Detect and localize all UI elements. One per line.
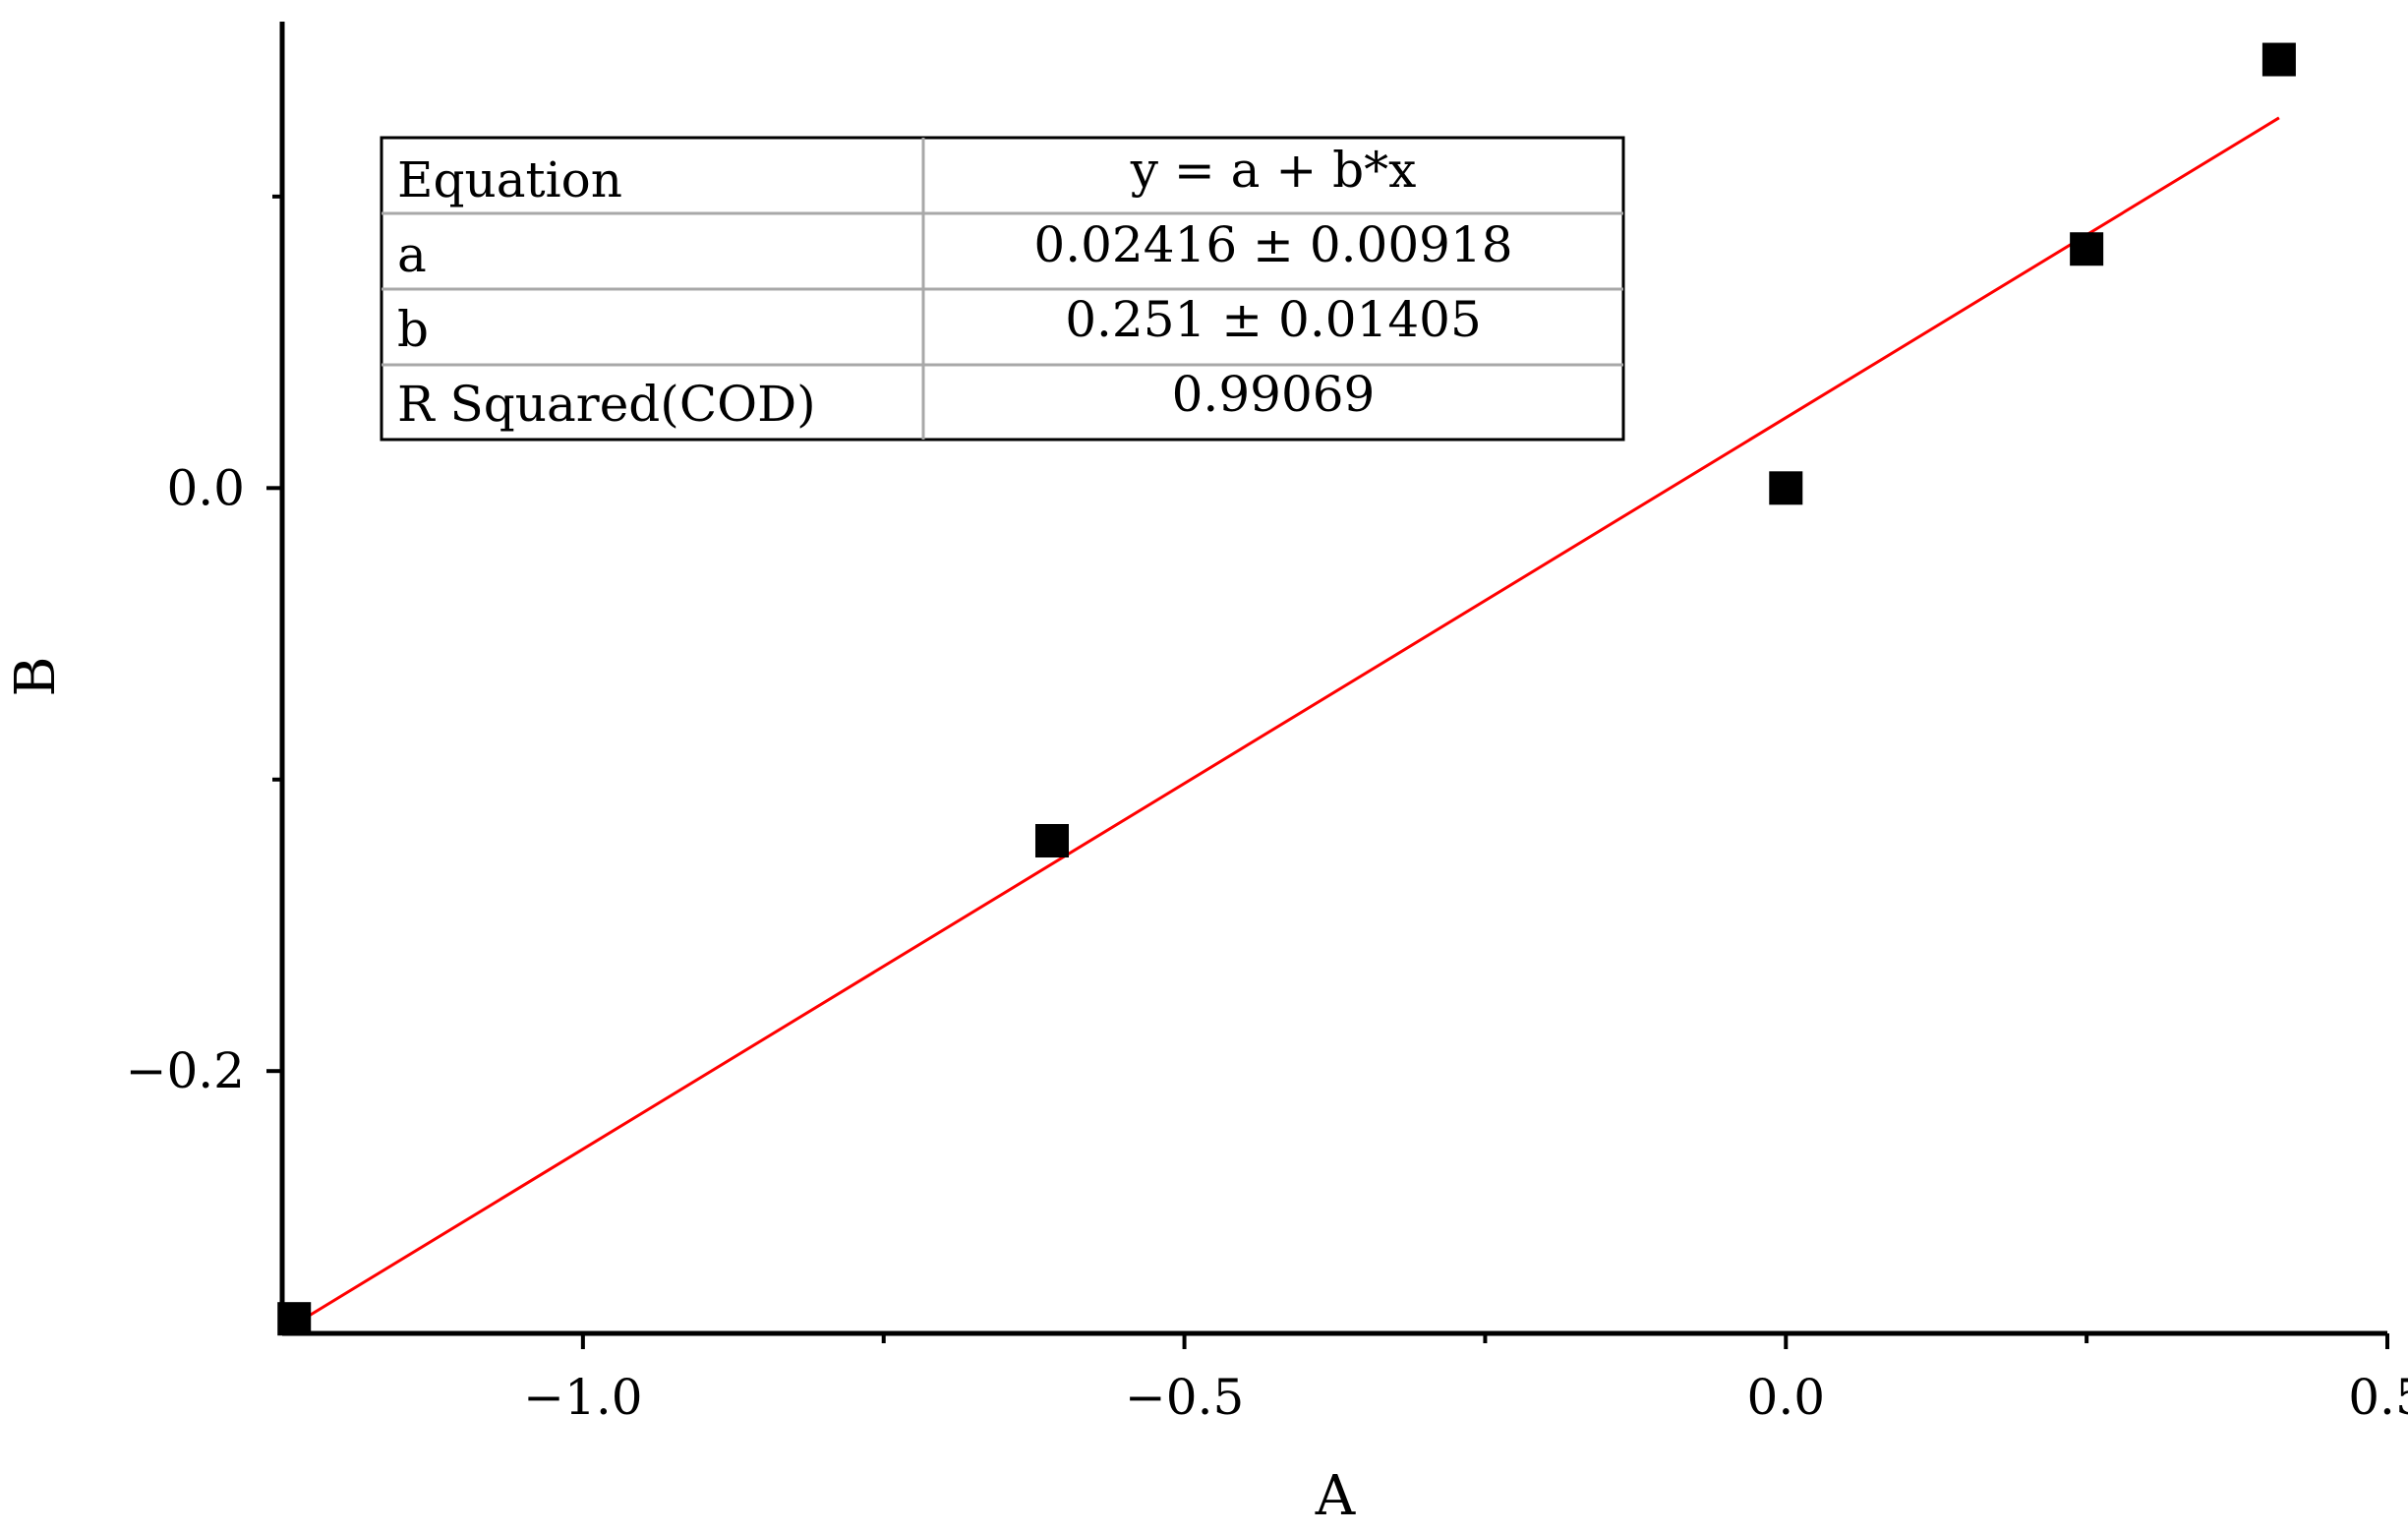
ticks: −1.0 −0.5 0.0 0.5 −0.2 0.0 — [126, 194, 2408, 1426]
data-point — [2070, 232, 2104, 266]
equation-value: y = a + b*x — [1130, 142, 1417, 199]
slope-label: b — [397, 301, 429, 358]
x-tick-label: 0.5 — [2348, 1369, 2408, 1426]
x-tick-label: −1.0 — [523, 1369, 642, 1426]
data-points-layer — [277, 42, 2296, 1336]
fit-results-table: Equation y = a + b*x a 0.02416 ± 0.00918… — [380, 136, 1625, 442]
data-point — [2261, 42, 2296, 77]
y-tick-label: −0.2 — [126, 1042, 245, 1099]
intercept-value: 0.02416 ± 0.00918 — [1033, 216, 1512, 273]
y-axis-label: B — [4, 656, 68, 696]
r-squared-value: 0.99069 — [1172, 366, 1376, 423]
axes — [279, 22, 2387, 1336]
data-point — [1769, 471, 1803, 505]
data-point — [1034, 824, 1069, 858]
equation-label: Equation — [397, 151, 622, 208]
fit-line-layer — [293, 116, 2280, 1327]
x-tick-label: −0.5 — [1125, 1369, 1244, 1426]
x-axis-label: A — [1315, 1464, 1356, 1528]
x-tick-label: 0.0 — [1747, 1369, 1826, 1426]
intercept-label: a — [397, 226, 427, 283]
slope-value: 0.251 ± 0.01405 — [1065, 291, 1482, 348]
fit-line — [293, 116, 2280, 1327]
r-squared-label: R Squared(COD) — [397, 376, 816, 433]
y-tick-label: 0.0 — [166, 459, 245, 516]
